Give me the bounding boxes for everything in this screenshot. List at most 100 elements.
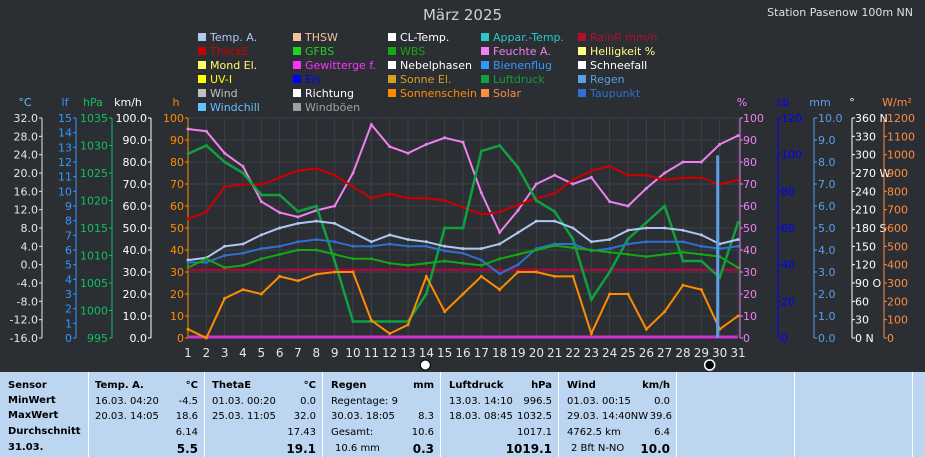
tick-label: 300	[887, 277, 908, 290]
pressure-max-value: 1032.5	[517, 411, 552, 422]
series-point	[314, 248, 318, 252]
legend-swatch	[481, 89, 489, 97]
series-point	[259, 193, 263, 197]
legend-item: ThetaE	[198, 45, 248, 59]
axis-unit: %	[737, 96, 747, 109]
tick-label: 60	[855, 295, 869, 308]
legend-label: THSW	[305, 31, 338, 44]
series-point	[314, 219, 318, 223]
tick-label: 100	[743, 112, 764, 125]
legend-swatch	[293, 61, 301, 69]
wind-max-value: 39.6	[649, 411, 672, 422]
tick-label: 100	[163, 112, 184, 125]
series-point	[278, 252, 282, 256]
series-point	[314, 272, 318, 276]
legend-swatch	[578, 47, 586, 55]
wind-min-value: 0.0	[654, 396, 670, 407]
tick-label: 100.0	[116, 112, 148, 125]
tick-label: 13	[58, 141, 72, 154]
wind-min-time: 01.03. 00:15	[567, 396, 631, 407]
tick-label: 700	[887, 204, 908, 217]
legend-item: Sonne El.	[388, 73, 451, 87]
series-point	[534, 270, 538, 274]
series-point	[443, 136, 447, 140]
series-point	[333, 259, 337, 263]
pressure-current: 1019.1	[505, 442, 552, 456]
tick-label: 10	[58, 185, 72, 198]
axis-unit: cb	[776, 96, 789, 109]
legend-swatch	[578, 75, 586, 83]
series-point	[351, 171, 355, 175]
series-point	[479, 212, 483, 216]
tick-label: 1005	[80, 277, 108, 290]
tick-label: 40.0	[123, 244, 148, 257]
day-label: 16	[455, 346, 470, 360]
tick-label: 60	[743, 200, 757, 213]
legend-swatch	[578, 33, 586, 41]
tick-label: 30	[170, 266, 184, 279]
rain-sum: 10.6 mm	[335, 443, 380, 454]
series-point	[406, 263, 410, 267]
series-point	[388, 233, 392, 237]
series-point	[479, 274, 483, 278]
legend-swatch	[481, 33, 489, 41]
stats-empty-col-1	[676, 372, 794, 457]
tick-label: 40	[170, 244, 184, 257]
series-point	[626, 292, 630, 296]
day-label: 6	[276, 346, 284, 360]
series-point	[736, 244, 740, 248]
tick-label: 4.0	[818, 244, 836, 257]
series-point	[296, 279, 300, 283]
pressure-unit: hPa	[531, 380, 552, 391]
tick-label: 11	[58, 171, 72, 184]
temp-current: 5.5	[176, 442, 198, 456]
legend-swatch	[388, 75, 396, 83]
tick-label: 90	[170, 134, 184, 147]
legend-label: CL-Temp.	[400, 31, 450, 44]
series-point	[259, 292, 263, 296]
tick-label: 1100	[887, 130, 915, 143]
rain-max-time: 30.03. 18:05	[331, 411, 395, 422]
tick-label: 120	[781, 112, 802, 125]
series-point	[241, 171, 245, 175]
tick-label: 10	[743, 310, 757, 323]
tick-label: 90.0	[123, 134, 148, 147]
day-label: 1	[184, 346, 192, 360]
legend-label: UV-I	[210, 73, 233, 86]
series-point	[498, 257, 502, 261]
legend-item: THSW	[293, 31, 338, 45]
series-point	[736, 314, 740, 318]
series-point	[406, 238, 410, 241]
series-point	[461, 261, 465, 265]
rain-current: 0.3	[412, 442, 434, 456]
series-point	[259, 233, 263, 237]
tick-label: 32.0	[14, 112, 39, 125]
tick-label: 8	[65, 215, 72, 228]
series-point	[369, 318, 373, 322]
tick-label: 50.0	[123, 222, 148, 235]
series-point	[663, 226, 667, 230]
stats-temp-col: Temp. A. °C 16.03. 04:20 -4.5 20.03. 14:…	[88, 372, 204, 457]
axis-unit: °C	[18, 96, 32, 109]
theta-max-value: 32.0	[293, 411, 316, 422]
full-moon-icon	[419, 359, 431, 371]
legend-label: Feuchte A.	[493, 45, 551, 58]
axis-unit: W/m²	[882, 96, 912, 109]
series-point	[351, 257, 355, 261]
series-point	[186, 258, 190, 262]
tick-label: 50	[170, 222, 184, 235]
series-point	[681, 283, 685, 287]
tick-label: 5	[65, 259, 72, 272]
tick-label: 330	[855, 130, 876, 143]
legend-item: Sonnenschein	[388, 87, 477, 101]
tick-label: 10.0	[818, 112, 843, 125]
series-point	[223, 244, 227, 248]
stats-sensor-col: Sensor MinWert MaxWert Durchschnitt 31.0…	[0, 372, 88, 457]
legend-swatch	[198, 103, 206, 111]
legend-swatch	[388, 61, 396, 69]
series-point	[461, 247, 465, 251]
tick-label: 20	[170, 288, 184, 301]
series-point	[424, 292, 428, 296]
series-point	[388, 332, 392, 336]
series-point	[626, 252, 630, 256]
